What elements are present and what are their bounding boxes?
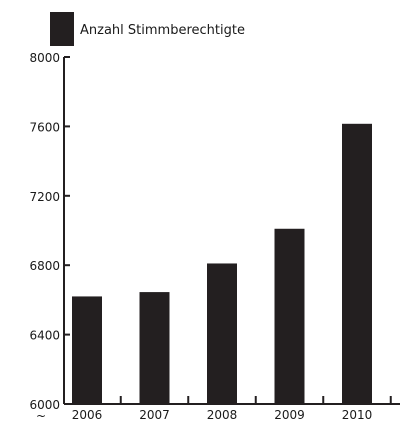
y-tick-label-8000: 8000	[29, 51, 60, 65]
y-tick-label-7200: 7200	[29, 190, 60, 204]
legend-swatch	[50, 12, 74, 46]
axis-break-symbol: ~	[36, 409, 46, 421]
bars	[72, 123, 372, 405]
x-tick-label-2007: 2007	[139, 408, 170, 421]
x-tick-label-2009: 2009	[274, 408, 305, 421]
bar-2007	[139, 292, 170, 404]
legend: Anzahl Stimmberechtigte	[50, 12, 245, 46]
bar-2010	[342, 123, 372, 405]
x-tick-label-2006: 2006	[72, 408, 103, 421]
y-axis-ticks: 6000 6400 6800 7200 7600 8000	[29, 51, 70, 412]
x-axis-ticks: 2006 2007 2008 2009 2010	[72, 396, 392, 421]
legend-label: Anzahl Stimmberechtigte	[80, 23, 245, 38]
x-tick-label-2010: 2010	[342, 408, 373, 421]
y-tick-label-6000: 6000	[29, 398, 60, 412]
y-tick-label-7600: 7600	[29, 120, 60, 134]
bar-2006	[72, 296, 102, 404]
y-tick-label-6800: 6800	[29, 259, 60, 273]
y-tick-label-6400: 6400	[29, 329, 60, 343]
bar-2008	[207, 263, 237, 404]
bar-2009	[274, 228, 305, 404]
x-tick-label-2008: 2008	[207, 408, 238, 421]
